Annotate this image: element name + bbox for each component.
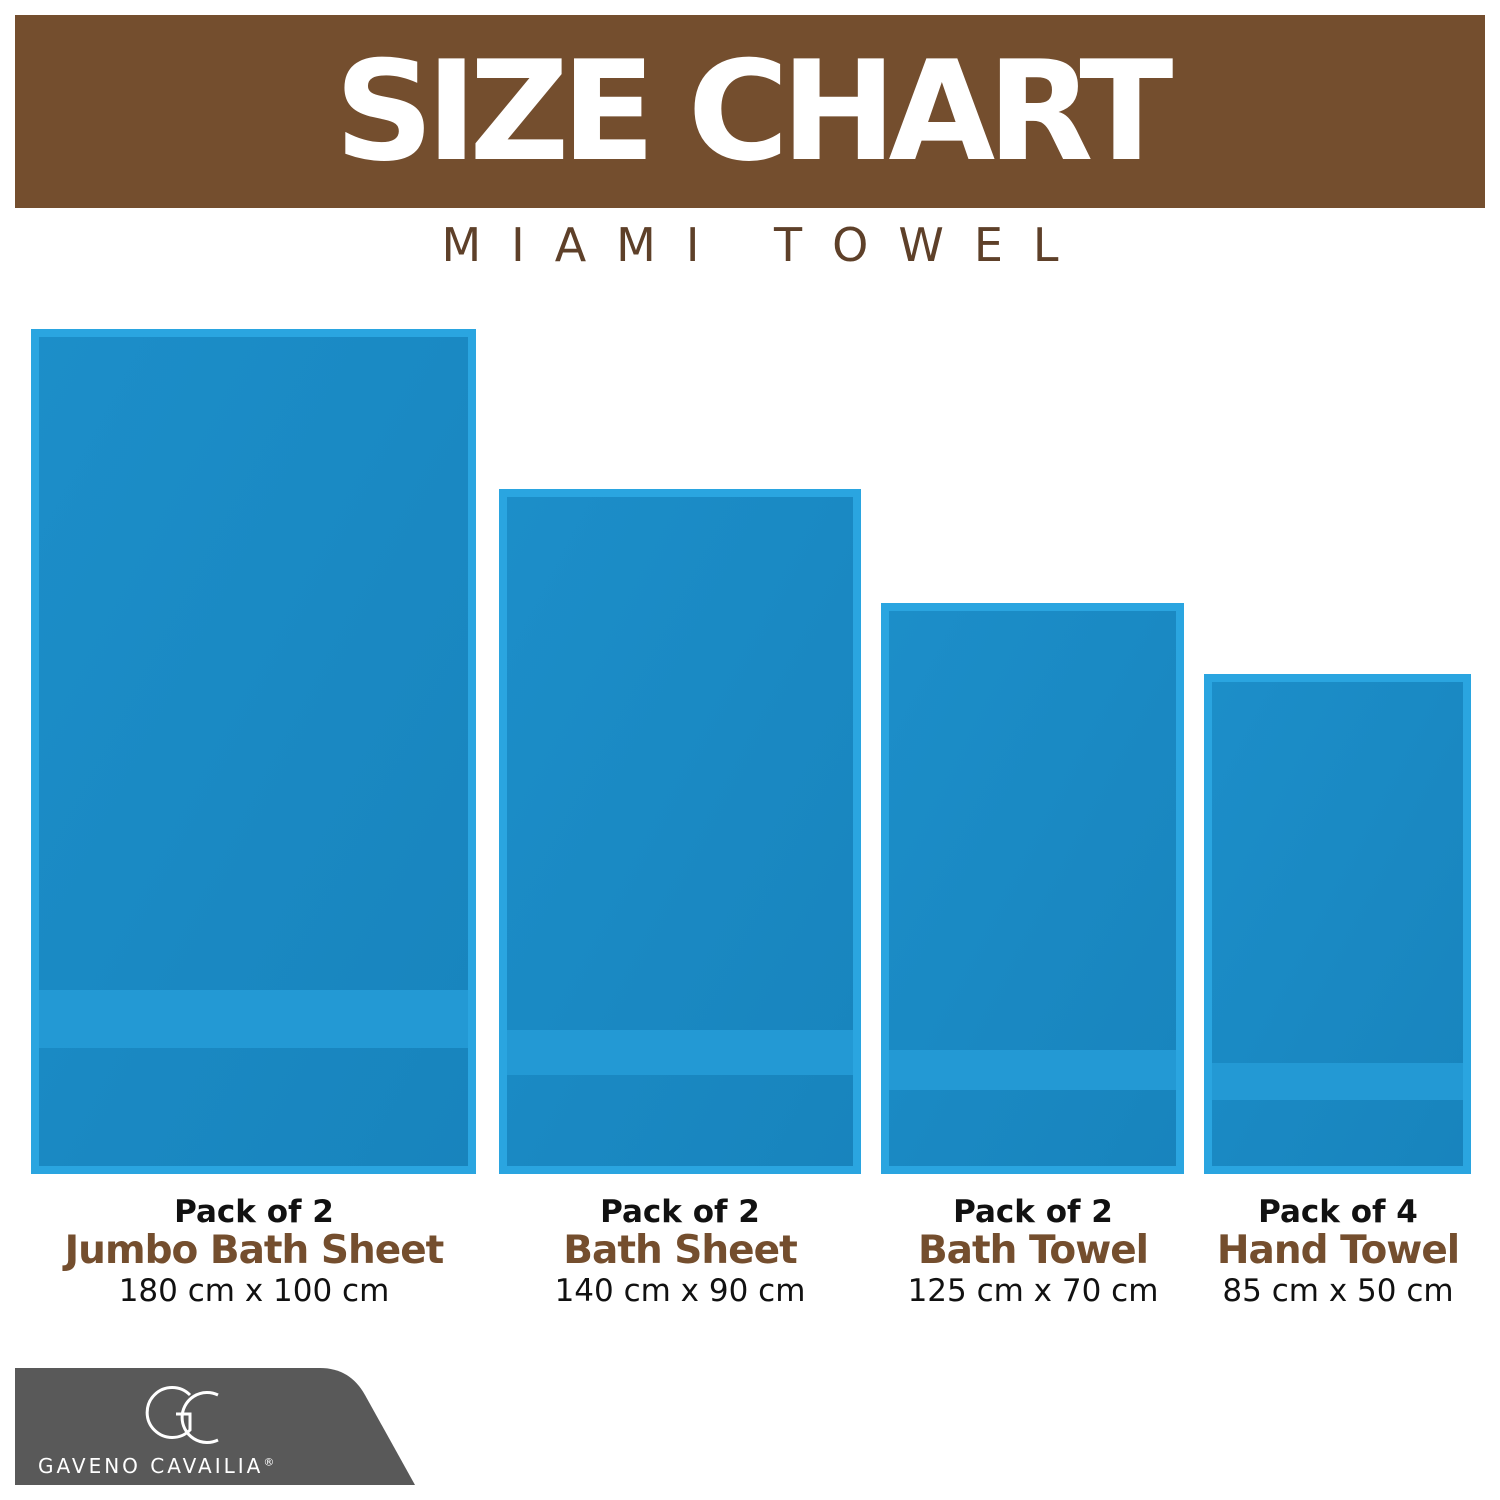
header-bar: SIZE CHART — [15, 15, 1485, 208]
towel — [499, 489, 861, 1174]
title: SIZE CHART — [334, 31, 1174, 192]
pack: Pack of 2 — [600, 1194, 760, 1230]
pack: Pack of 2 — [953, 1194, 1113, 1230]
towel-name: Bath Sheet — [563, 1228, 797, 1273]
towel-name: Jumbo Bath Sheet — [64, 1228, 445, 1273]
subtitle: MIAMI TOWEL — [441, 218, 1089, 272]
towel-size: 140 cm x 90 cm — [554, 1273, 806, 1309]
towel-size: 85 cm x 50 cm — [1222, 1273, 1454, 1309]
pack: Pack of 2 — [174, 1194, 334, 1230]
towel-size: 180 cm x 100 cm — [118, 1273, 390, 1309]
brand-mark: ® — [263, 1455, 275, 1469]
logo-panel — [15, 1368, 415, 1485]
towel — [1204, 674, 1471, 1174]
pack: Pack of 4 — [1258, 1194, 1418, 1230]
towel — [31, 329, 476, 1174]
brand: GAVENO CAVAILIA® — [38, 1454, 274, 1478]
towel — [881, 603, 1184, 1174]
towel-size: 125 cm x 70 cm — [907, 1273, 1159, 1309]
brand-name: GAVENO CAVAILIA — [38, 1454, 264, 1478]
logo-monogram — [145, 1386, 219, 1444]
towel-name: Bath Towel — [917, 1228, 1149, 1273]
towel-name: Hand Towel — [1216, 1228, 1460, 1273]
